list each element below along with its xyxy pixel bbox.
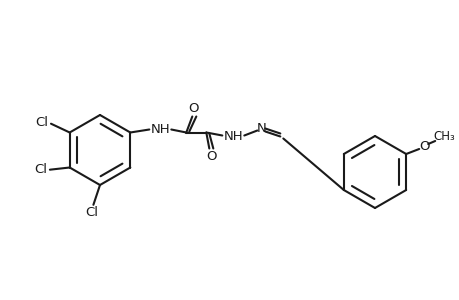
Text: CH₃: CH₃ [432,130,454,142]
Text: O: O [188,102,198,115]
Text: NH: NH [223,130,243,143]
Text: O: O [206,150,216,163]
Text: Cl: Cl [35,116,48,129]
Text: Cl: Cl [85,206,98,219]
Text: Cl: Cl [34,163,47,176]
Text: O: O [418,140,429,152]
Text: NH: NH [150,123,170,136]
Text: N: N [256,122,266,135]
